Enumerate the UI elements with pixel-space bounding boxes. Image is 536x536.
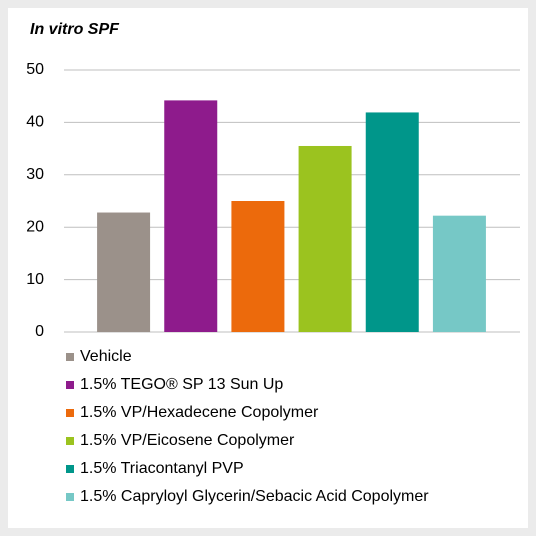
legend-label: 1.5% Capryloyl Glycerin/Sebacic Acid Cop… <box>80 488 429 505</box>
y-tick-label: 30 <box>26 166 44 183</box>
legend-swatch <box>66 493 74 501</box>
legend-label: 1.5% TEGO® SP 13 Sun Up <box>80 376 283 393</box>
legend-label: 1.5% VP/Eicosene Copolymer <box>80 432 295 449</box>
legend-swatch <box>66 437 74 445</box>
y-tick-label: 20 <box>26 218 44 235</box>
bar <box>298 145 352 332</box>
chart-title: In vitro SPF <box>30 21 120 38</box>
legend-swatch <box>66 465 74 473</box>
legend-swatch <box>66 409 74 417</box>
bar <box>365 112 419 332</box>
legend-label: Vehicle <box>80 348 132 365</box>
legend-label: 1.5% Triacontanyl PVP <box>80 460 244 477</box>
y-tick-label: 0 <box>35 323 44 340</box>
bar <box>97 212 151 332</box>
y-tick-label: 50 <box>26 61 44 78</box>
bar <box>432 215 486 332</box>
legend-swatch <box>66 381 74 389</box>
legend-swatch <box>66 353 74 361</box>
legend-label: 1.5% VP/Hexadecene Copolymer <box>80 404 319 421</box>
bar <box>164 100 218 332</box>
y-tick-label: 10 <box>26 271 44 288</box>
y-tick-label: 40 <box>26 114 44 131</box>
bar <box>231 201 285 332</box>
